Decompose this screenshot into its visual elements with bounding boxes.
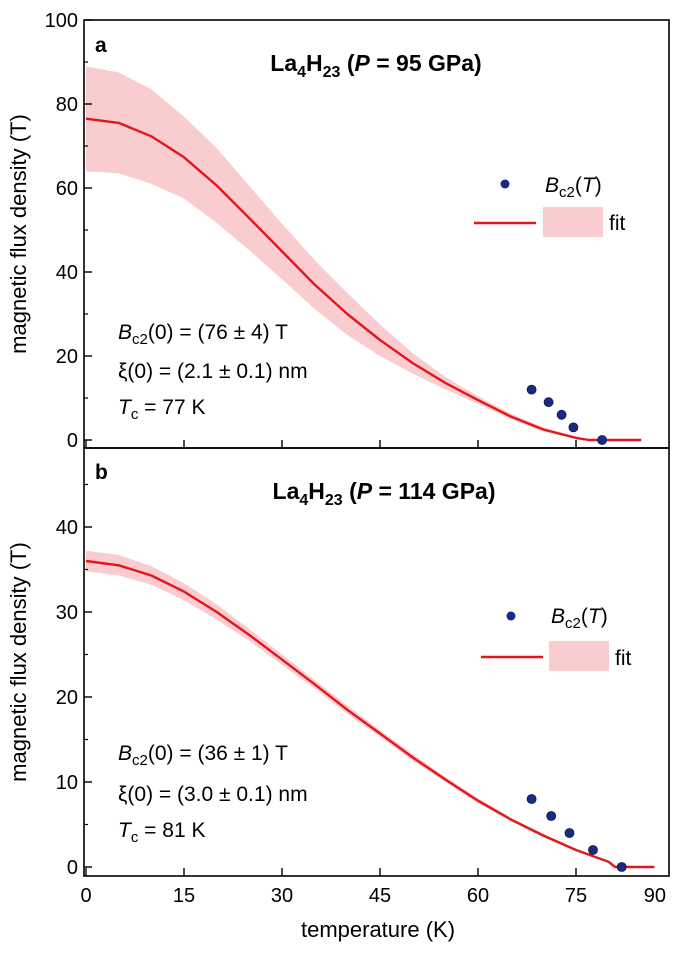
x-tick-label: 45 — [369, 885, 391, 907]
panel-a-annotations: Bc2(0) = (76 ± 4) T ξ(0) = (2.1 ± 0.1) n… — [118, 321, 308, 423]
panel-b-y-axis-label: magnetic flux density (T) — [6, 542, 31, 782]
legend-band-swatch — [543, 207, 603, 237]
bc2-annotation: Bc2(0) = (76 ± 4) T — [118, 321, 288, 348]
legend-points-label: Bc2(T) — [545, 174, 602, 201]
panel-b: 0 10 20 30 40 magnetic flux density (T) … — [6, 447, 670, 879]
tc-annotation: Tc = 81 K — [118, 819, 205, 846]
x-tick-label: 30 — [271, 885, 293, 907]
x-tick-label: 0 — [80, 885, 91, 907]
coherence-length-annotation: ξ(0) = (2.1 ± 0.1) nm — [118, 360, 308, 383]
panel-a-y-ticks: 0 20 40 60 80 100 — [45, 10, 92, 452]
bc2-annotation: Bc2(0) = (36 ± 1) T — [118, 742, 288, 769]
panel-b-frame — [83, 447, 670, 877]
panel-a-plot-area — [85, 66, 642, 445]
panel-a-legend: Bc2(T) fit — [474, 174, 626, 237]
panel-a-title: La4H23 (P = 95 GPa) — [270, 50, 481, 81]
x-tick-label: 60 — [467, 885, 489, 907]
y-tick-label: 60 — [56, 178, 78, 200]
y-tick-label: 80 — [56, 94, 78, 116]
panel-b-fit-line — [85, 559, 655, 869]
y-tick-label: 20 — [56, 346, 78, 368]
panel-a-data-point — [543, 397, 554, 408]
panel-a-letter: a — [95, 34, 107, 57]
y-tick-label: 0 — [67, 430, 78, 452]
panel-a-y-axis-label: magnetic flux density (T) — [6, 114, 31, 354]
panel-b-plot-area — [85, 550, 655, 872]
x-axis: 0 15 30 45 60 75 90 temperature (K) — [80, 440, 666, 942]
y-tick-label: 40 — [56, 517, 78, 539]
panel-a-data-point — [568, 422, 579, 433]
panel-b-data-point — [616, 862, 627, 872]
panel-b-legend: Bc2(T) fit — [481, 605, 632, 671]
legend-fit-label: fit — [615, 647, 632, 670]
panel-a-data-point — [556, 409, 567, 420]
panel-b-data-point — [546, 811, 557, 821]
y-tick-label: 30 — [56, 602, 78, 624]
y-tick-label: 10 — [56, 772, 78, 794]
x-tick-label: 75 — [565, 885, 587, 907]
panel-b-title: La4H23 (P = 114 GPa) — [273, 478, 496, 509]
panel-b-annotations: Bc2(0) = (36 ± 1) T ξ(0) = (3.0 ± 0.1) n… — [118, 742, 308, 846]
panel-b-data-point — [588, 845, 598, 855]
panel-a-fit-band — [86, 66, 642, 440]
y-tick-label: 40 — [56, 262, 78, 284]
y-tick-label: 20 — [56, 687, 78, 709]
x-tick-label: 90 — [644, 885, 666, 907]
panel-a: 0 20 40 60 80 100 magnetic flux density … — [6, 10, 670, 452]
legend-points-label: Bc2(T) — [551, 605, 608, 632]
panel-a-data-point — [597, 435, 607, 445]
panel-a-fit-line — [85, 117, 642, 442]
panel-b-data-point — [526, 794, 537, 804]
x-tick-label: 15 — [173, 885, 195, 907]
panel-b-data-point — [564, 828, 575, 838]
tc-annotation: Tc = 77 K — [118, 396, 205, 423]
panel-a-data-point — [526, 384, 537, 395]
legend-band-swatch — [549, 641, 609, 671]
legend-point-marker — [506, 611, 516, 621]
legend-fit-label: fit — [609, 212, 626, 235]
legend-point-marker — [500, 179, 510, 189]
y-tick-label: 0 — [67, 857, 78, 879]
x-axis-label: temperature (K) — [301, 917, 455, 942]
panel-b-y-ticks: 0 10 20 30 40 — [56, 483, 92, 879]
y-tick-label: 100 — [45, 10, 78, 32]
panel-b-letter: b — [95, 461, 108, 484]
coherence-length-annotation: ξ(0) = (3.0 ± 0.1) nm — [118, 783, 308, 806]
